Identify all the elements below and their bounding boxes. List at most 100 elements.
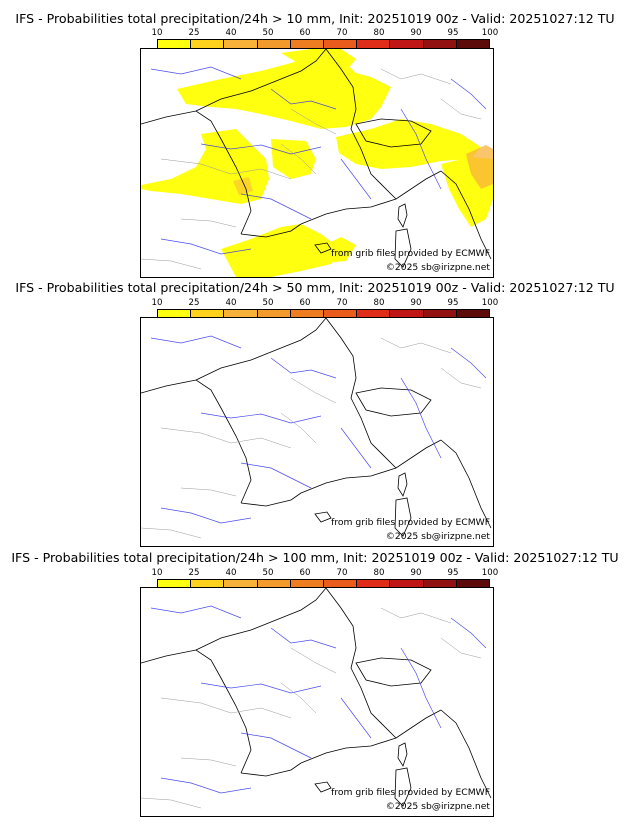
island-sardinia xyxy=(394,228,412,268)
colorbar-tick-label: 80 xyxy=(373,28,385,38)
rivers xyxy=(150,605,487,794)
panel-precip-50mm: IFS - Probabilities total precipitation/… xyxy=(0,270,630,547)
precip-area-adriatic-coast xyxy=(466,145,493,189)
admin-boundaries xyxy=(141,607,482,809)
colorbar-tick-label: 100 xyxy=(481,28,499,38)
map-svg xyxy=(141,588,492,809)
credit-source: from grib files provided by ECMWF xyxy=(331,248,490,259)
colorbar-swatch xyxy=(224,40,258,48)
colorbar-tick-label: 70 xyxy=(336,568,348,578)
colorbar-tick-label: 50 xyxy=(262,28,274,38)
island-mallorca xyxy=(314,511,332,523)
precip-map: from grib files provided by ECMWF ©2025 … xyxy=(140,587,494,817)
panel-title: IFS - Probabilities total precipitation/… xyxy=(15,11,615,26)
colorbar: 10 25 40 50 60 70 80 90 95 100 xyxy=(152,298,498,319)
border-spain-france xyxy=(240,223,302,238)
map-credit: from grib files provided by ECMWF ©2025 … xyxy=(331,786,490,814)
precip-field-layer xyxy=(141,49,493,277)
colorbar-swatch xyxy=(257,40,291,48)
panel-precip-10mm: IFS - Probabilities total precipitation/… xyxy=(0,0,630,278)
admin-boundaries xyxy=(141,68,482,270)
map-svg xyxy=(141,318,492,539)
colorbar-tick-label: 10 xyxy=(151,568,163,578)
rivers xyxy=(150,335,487,524)
credit-source: from grib files provided by ECMWF xyxy=(331,517,490,528)
border-france-east xyxy=(325,318,397,469)
border-spain-france xyxy=(240,492,302,507)
colorbar-swatch xyxy=(324,40,358,48)
panel-precip-100mm: IFS - Probabilities total precipitation/… xyxy=(0,540,630,817)
island-corsica xyxy=(397,472,408,497)
island-corsica xyxy=(397,203,408,228)
coastline-italy xyxy=(440,439,492,529)
colorbar-tick-label: 50 xyxy=(262,568,274,578)
colorbar-tick-label: 10 xyxy=(151,28,163,38)
precip-area-northern-france xyxy=(177,55,391,129)
colorbar-swatch xyxy=(290,310,325,318)
colorbar-swatch xyxy=(390,40,424,48)
colorbar-swatch xyxy=(357,40,391,48)
panel-title: IFS - Probabilities total precipitation/… xyxy=(15,280,615,295)
colorbar-swatch xyxy=(390,580,424,588)
island-corsica xyxy=(397,742,408,767)
border-spain-france xyxy=(240,762,302,777)
colorbar-tick-label: 10 xyxy=(151,298,163,308)
colorbar-tick-label: 25 xyxy=(188,568,200,578)
border-switzerland xyxy=(355,118,432,148)
colorbar: 10 25 40 50 60 70 80 90 95 100 xyxy=(152,28,498,49)
colorbar-tick-label: 95 xyxy=(447,28,459,38)
island-sardinia xyxy=(394,767,412,807)
coastline-mediterranean xyxy=(300,439,442,494)
colorbar-swatch xyxy=(357,580,391,588)
colorbar-swatch xyxy=(456,40,490,48)
colorbar-tick-label: 40 xyxy=(225,298,237,308)
precip-area-belgium xyxy=(281,49,356,71)
colorbar-swatch xyxy=(423,310,457,318)
coastline-france-atlantic xyxy=(141,379,252,504)
colorbar-swatch xyxy=(191,40,225,48)
colorbar-swatch xyxy=(456,310,490,318)
precip-area-biscay-orange xyxy=(233,177,253,195)
colorbar-swatch xyxy=(257,580,291,588)
coastline-english-channel xyxy=(195,49,327,112)
panel-title: IFS - Probabilities total precipitation/… xyxy=(11,550,619,565)
colorbar-swatch xyxy=(224,580,258,588)
colorbar-tick-label: 60 xyxy=(299,568,311,578)
coastline-france-atlantic xyxy=(141,110,252,235)
colorbar-swatch xyxy=(290,40,325,48)
colorbar-tick-label: 40 xyxy=(225,568,237,578)
colorbar-tick-label: 25 xyxy=(188,298,200,308)
admin-boundaries xyxy=(141,337,482,539)
coastline-english-channel xyxy=(195,318,327,381)
coastline-france-atlantic xyxy=(141,649,252,774)
colorbar-tick-label: 95 xyxy=(447,298,459,308)
colorbar-tick-label: 80 xyxy=(373,568,385,578)
precip-map: from grib files provided by ECMWF ©2025 … xyxy=(140,48,494,278)
colorbar-tick-label: 90 xyxy=(410,298,422,308)
country-borders xyxy=(141,49,492,268)
rivers xyxy=(150,66,487,255)
precip-area-switzerland-alps xyxy=(336,119,481,169)
colorbar-ticks: 10 25 40 50 60 70 80 90 95 100 xyxy=(152,568,499,579)
precip-map: from grib files provided by ECMWF ©2025 … xyxy=(140,317,494,547)
colorbar-tick-label: 40 xyxy=(225,28,237,38)
credit-copyright: ©2025 sb@irizpne.net xyxy=(385,262,490,273)
colorbar-tick-label: 90 xyxy=(410,568,422,578)
colorbar-tick-label: 90 xyxy=(410,28,422,38)
colorbar-tick-label: 95 xyxy=(447,568,459,578)
precip-area-southern-spain xyxy=(316,237,356,263)
island-mallorca xyxy=(314,242,332,254)
colorbar-tick-label: 60 xyxy=(299,28,311,38)
colorbar-tick-label: 100 xyxy=(481,568,499,578)
map-credit: from grib files provided by ECMWF ©2025 … xyxy=(331,247,490,275)
border-switzerland xyxy=(355,387,432,417)
country-borders xyxy=(141,318,492,537)
coastline-italy xyxy=(440,709,492,799)
precip-area-western-france-coast xyxy=(141,129,269,204)
colorbar-swatch xyxy=(290,580,325,588)
colorbar-tick-label: 100 xyxy=(481,298,499,308)
country-borders xyxy=(141,588,492,807)
colorbar-tick-label: 25 xyxy=(188,28,200,38)
colorbar-tick-label: 70 xyxy=(336,298,348,308)
map-credit: from grib files provided by ECMWF ©2025 … xyxy=(331,516,490,544)
